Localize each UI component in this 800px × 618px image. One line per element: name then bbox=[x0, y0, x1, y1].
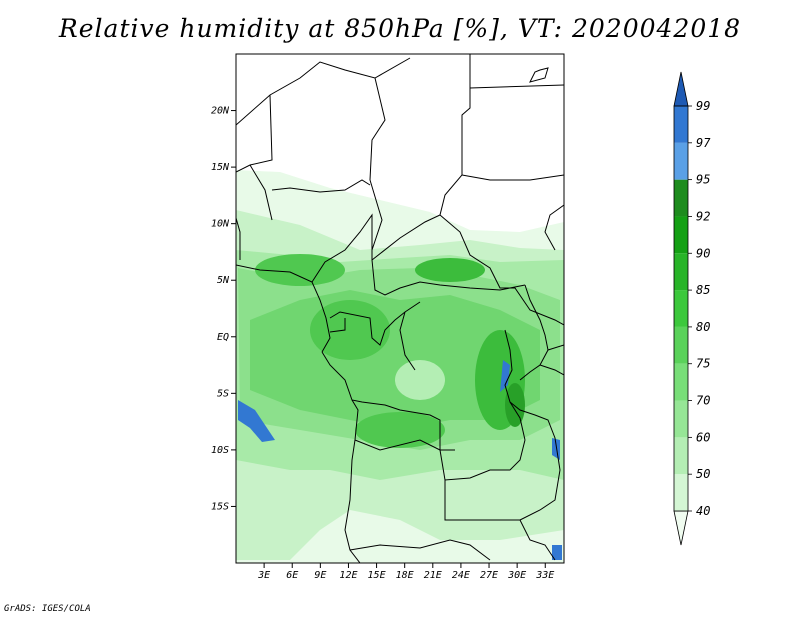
border-line bbox=[236, 264, 331, 353]
rh-area-60-interior bbox=[395, 360, 445, 400]
border-line bbox=[519, 284, 549, 381]
colorbar-bin bbox=[674, 326, 688, 364]
border-line bbox=[349, 539, 491, 561]
longitude-axis: 3E 6E 9E 12E 15E 18E 21E 24E 27E 30E 33E bbox=[257, 563, 554, 581]
colorbar-bin bbox=[674, 400, 688, 438]
humidity-field bbox=[236, 54, 564, 563]
lat-tick-label: 10N bbox=[211, 219, 230, 230]
country-borders bbox=[236, 54, 564, 563]
border-line bbox=[369, 77, 386, 251]
colorbar-bin bbox=[674, 437, 688, 475]
colorbar-label: 97 bbox=[696, 136, 711, 150]
lon-tick-label: 27E bbox=[480, 570, 498, 581]
colorbar-bin bbox=[673, 510, 689, 546]
border-line bbox=[329, 318, 346, 333]
border-line bbox=[444, 480, 556, 561]
colorbar-outline bbox=[673, 105, 689, 512]
colorbar-label: 50 bbox=[696, 467, 710, 481]
lat-tick-label: 5N bbox=[217, 275, 230, 286]
colorbar-bin bbox=[674, 142, 688, 180]
border-line bbox=[371, 54, 471, 261]
border-line bbox=[544, 204, 564, 251]
colorbar-label: 60 bbox=[696, 430, 710, 444]
border-line bbox=[547, 344, 564, 351]
colorbar-bin bbox=[674, 106, 688, 143]
colorbar-label: 90 bbox=[696, 246, 710, 260]
lon-tick-label: 6E bbox=[286, 570, 298, 581]
border-line bbox=[539, 364, 564, 376]
border-line bbox=[529, 67, 549, 83]
lat-tick-label: 5S bbox=[217, 388, 229, 399]
lon-tick-label: 33E bbox=[535, 570, 554, 581]
rh-area-97-coast bbox=[238, 400, 275, 442]
colorbar-label: 95 bbox=[696, 173, 710, 187]
border-line bbox=[236, 94, 273, 173]
latitude-axis: 20N 15N 10N 5N EQ 5S 10S 15S bbox=[211, 106, 236, 512]
colorbar-bin bbox=[674, 253, 688, 291]
border-line bbox=[321, 351, 455, 451]
border-line bbox=[271, 179, 371, 193]
rh-area-80-north bbox=[255, 254, 345, 286]
border-line bbox=[354, 439, 526, 481]
colorbar-label: 80 bbox=[696, 320, 710, 334]
colorbar-bin bbox=[674, 216, 688, 254]
lon-tick-label: 30E bbox=[507, 570, 526, 581]
lat-tick-label: 15N bbox=[211, 162, 230, 173]
border-line bbox=[329, 301, 421, 346]
grads-credit: GrADS: IGES/COLA bbox=[4, 604, 91, 614]
colorbar-label: 75 bbox=[696, 357, 710, 371]
colorbar-label: 70 bbox=[696, 394, 710, 408]
border-line bbox=[344, 399, 361, 563]
lat-tick-label: 15S bbox=[211, 501, 229, 512]
rh-area-80-central bbox=[310, 300, 390, 360]
rh-area-85-south bbox=[355, 412, 445, 448]
lon-tick-label: 24E bbox=[452, 570, 470, 581]
border-line bbox=[461, 174, 564, 181]
border-line bbox=[469, 84, 564, 89]
lon-tick-label: 12E bbox=[339, 570, 357, 581]
border-line bbox=[509, 401, 561, 521]
colorbar-bin bbox=[674, 179, 688, 217]
rh-area-97-southeast bbox=[552, 545, 562, 560]
rh-area-92-rift bbox=[505, 383, 525, 427]
border-line bbox=[504, 329, 526, 441]
map-frame bbox=[235, 53, 565, 564]
border-line bbox=[439, 214, 564, 326]
colorbar-label: 85 bbox=[696, 283, 710, 297]
chart-title: Relative humidity at 850hPa [%], VT: 202… bbox=[58, 14, 742, 43]
lon-tick-label: 18E bbox=[396, 570, 414, 581]
border-line bbox=[399, 311, 416, 371]
colorbar-bin bbox=[674, 290, 688, 327]
rh-area-90-north bbox=[415, 258, 485, 282]
colorbar: 40 50 60 70 75 80 85 90 92 95 97 99 bbox=[673, 71, 711, 546]
colorbar-bin bbox=[674, 363, 688, 401]
colorbar-bin bbox=[674, 474, 688, 511]
colorbar-label: 40 bbox=[696, 504, 710, 518]
colorbar-label: 99 bbox=[696, 99, 710, 113]
rh-area-97-rift bbox=[500, 360, 510, 392]
lat-tick-label: 10S bbox=[211, 445, 229, 456]
lon-tick-label: 9E bbox=[314, 570, 326, 581]
lat-tick-label: 20N bbox=[211, 106, 230, 117]
border-line bbox=[249, 164, 273, 221]
border-line bbox=[311, 213, 526, 296]
lat-tick-label: EQ bbox=[217, 332, 229, 343]
lon-tick-label: 3E bbox=[257, 570, 270, 581]
colorbar-label: 92 bbox=[696, 209, 710, 223]
border-line bbox=[236, 217, 241, 260]
lon-tick-label: 21E bbox=[424, 570, 442, 581]
lon-tick-label: 15E bbox=[368, 570, 386, 581]
colorbar-bin bbox=[673, 71, 689, 107]
